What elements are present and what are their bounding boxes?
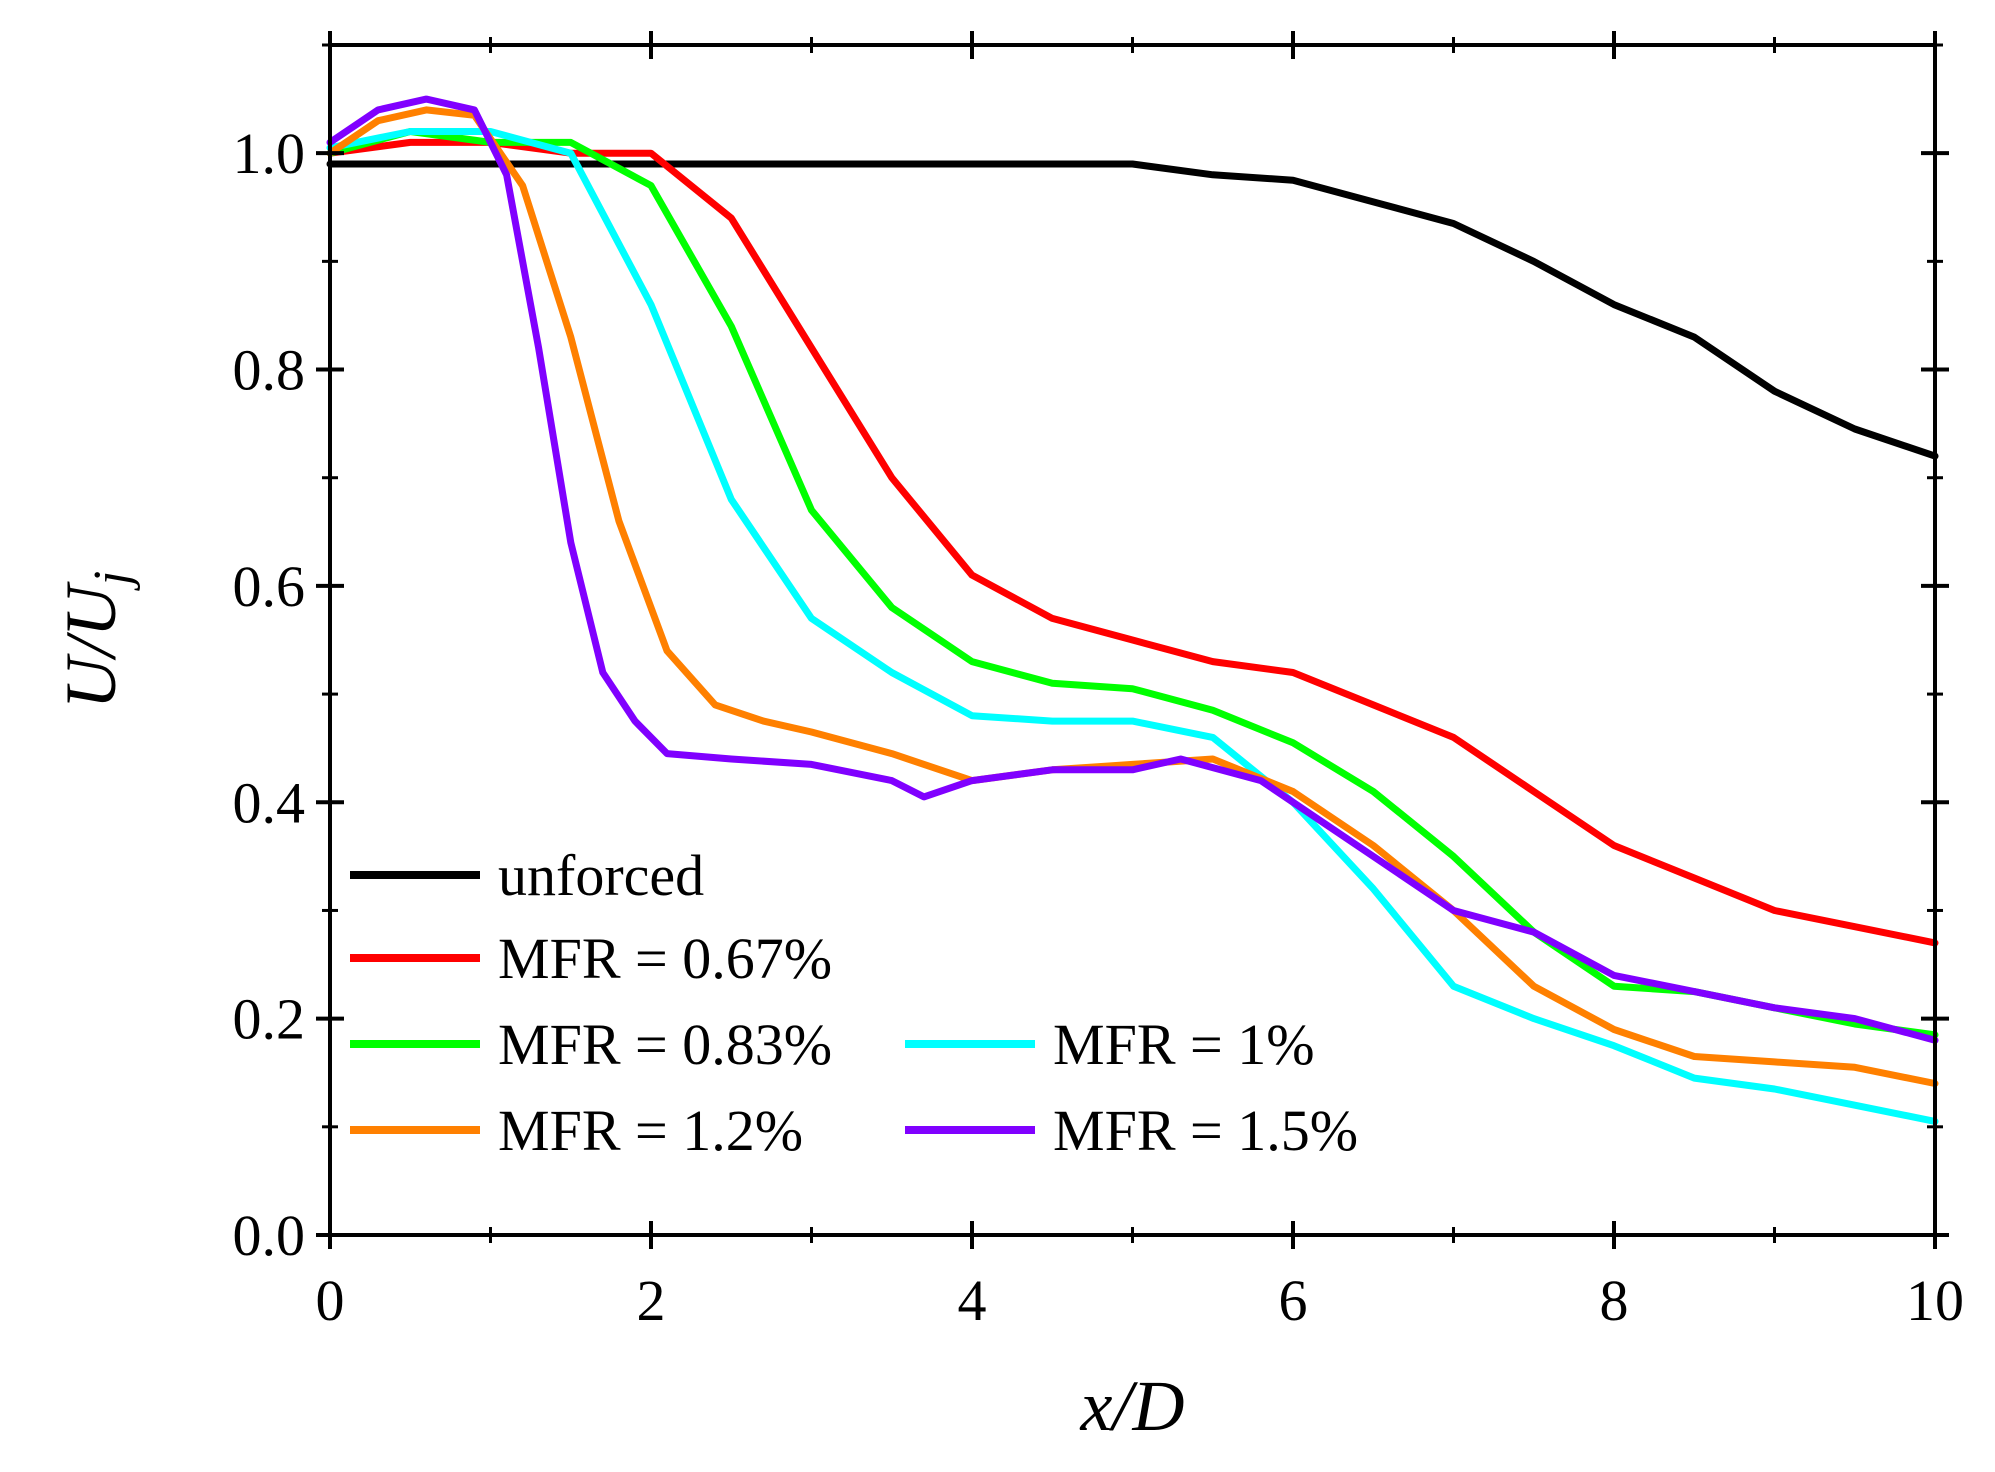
plot-lines <box>326 95 1939 1125</box>
series-line-3 <box>326 128 1939 1125</box>
legend-label-0: unforced <box>498 843 704 908</box>
x-tick-label: 4 <box>958 1268 987 1333</box>
x-tick-label: 6 <box>1279 1268 1308 1333</box>
y-tick-label: 0.4 <box>233 770 306 835</box>
x-tick-label: 8 <box>1600 1268 1629 1333</box>
y-tick-label: 0.0 <box>233 1203 306 1268</box>
y-tick-label: 1.0 <box>233 121 306 186</box>
legend: unforced MFR = 0.67% MFR = 0.83% MFR = 1% MF… <box>350 843 1358 1163</box>
y-axis-title-main: U/U <box>51 581 131 709</box>
y-axis-title-subscript: j <box>84 571 141 591</box>
legend-label-3: MFR = 1% <box>1053 1012 1315 1077</box>
y-tick-label: 0.2 <box>233 987 306 1052</box>
x-tick-label: 0 <box>316 1268 345 1333</box>
axis-tick-labels: 0 2 4 6 8 10 0.0 0.2 0.4 0.6 0.8 1.0 <box>233 121 1965 1333</box>
series-line-2 <box>326 128 1939 1039</box>
y-axis-title: U/Uj <box>51 571 141 709</box>
series-line-5 <box>326 95 1939 1044</box>
x-axis-title: x/D <box>1080 1366 1185 1446</box>
series-line-0 <box>326 160 1939 460</box>
legend-label-2: MFR = 0.83% <box>498 1012 832 1077</box>
legend-label-1: MFR = 0.67% <box>498 926 832 991</box>
y-tick-label: 0.8 <box>233 338 306 403</box>
x-tick-label: 2 <box>637 1268 666 1333</box>
legend-label-5: MFR = 1.5% <box>1053 1098 1358 1163</box>
axis-ticks <box>316 31 1949 1249</box>
y-tick-label: 0.6 <box>233 554 306 619</box>
legend-label-4: MFR = 1.2% <box>498 1098 803 1163</box>
x-tick-label: 10 <box>1906 1268 1964 1333</box>
